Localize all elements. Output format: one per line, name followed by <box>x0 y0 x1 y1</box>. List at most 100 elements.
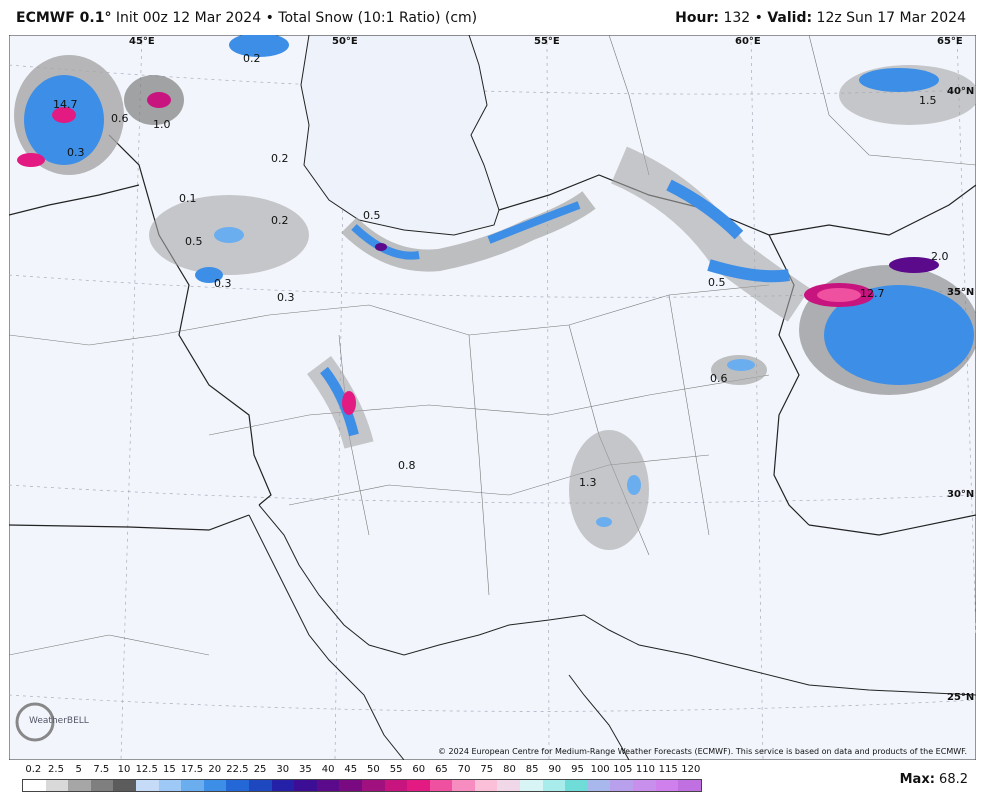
colorbar-label: 20 <box>208 764 222 775</box>
colorbar-labels: 0.2 2.5 5 7.5 10 12.5 15 17.5 20 22.5 25 30 35 40 45 50… <box>22 764 702 778</box>
point-label: 0.5 <box>185 235 203 248</box>
point-label: 0.2 <box>271 152 289 165</box>
colorbar-swatch <box>633 780 656 791</box>
colorbar-label: 90 <box>548 764 562 775</box>
map: 45°E 50°E 55°E 60°E 65°E 40°N 35°N 30°N … <box>9 35 976 760</box>
point-label: 0.2 <box>271 214 289 227</box>
colorbar-label: 35 <box>299 764 312 775</box>
colorbar-swatches <box>22 779 702 792</box>
colorbar-swatch <box>203 780 227 791</box>
lat-label: 25°N <box>947 692 974 703</box>
colorbar-label: 60 <box>412 764 426 775</box>
caspian-sea <box>300 35 500 236</box>
colorbar-label: 30 <box>276 764 290 775</box>
colorbar-swatch <box>565 780 588 791</box>
header: ECMWF 0.1° Init 00z 12 Mar 2024 • Total … <box>16 10 966 32</box>
colorbar-swatch <box>542 780 566 791</box>
init: Init 00z 12 Mar 2024 <box>115 10 262 26</box>
colorbar-label: 7.5 <box>93 764 110 775</box>
lat-label: 40°N <box>947 86 974 97</box>
point-label: 0.1 <box>179 192 197 205</box>
max-value: 68.2 <box>939 772 968 787</box>
lat-label: 30°N <box>947 489 974 500</box>
point-label: 0.3 <box>214 277 232 290</box>
logo-text: WeatherBELL <box>29 716 89 726</box>
colorbar-label: 100 <box>590 764 610 775</box>
hour: 132 <box>723 10 751 26</box>
lat-label: 35°N <box>947 287 974 298</box>
colorbar-swatch <box>407 780 430 791</box>
colorbar-label: 2.5 <box>48 764 64 775</box>
bullet: • <box>754 10 763 26</box>
valid: 12z Sun 17 Mar 2024 <box>816 10 966 26</box>
colorbar-label: 40 <box>321 764 335 775</box>
colorbar-label: 45 <box>344 764 358 775</box>
point-label: 0.6 <box>710 372 728 385</box>
colorbar-label: 5 <box>75 764 82 775</box>
longitude-labels: 45°E 50°E 55°E 60°E 65°E <box>129 36 963 47</box>
colorbar-label: 120 <box>681 764 701 775</box>
latitude-labels: 40°N 35°N 30°N 25°N <box>947 86 974 703</box>
point-label: 0.3 <box>67 146 85 159</box>
copyright: © 2024 European Centre for Medium-Range … <box>438 747 967 756</box>
colorbar-label: 17.5 <box>180 764 204 775</box>
colorbar-swatch <box>135 780 159 791</box>
colorbar-swatch <box>429 780 453 791</box>
colorbar-swatch <box>90 780 114 791</box>
colorbar-swatch <box>271 780 295 791</box>
model: ECMWF 0.1° <box>16 10 112 26</box>
point-label: 0.8 <box>398 459 416 472</box>
colorbar-label: 22.5 <box>226 764 249 775</box>
colorbar-swatch <box>316 780 340 791</box>
logo: WeatherBELL <box>15 702 89 742</box>
colorbar-swatch <box>474 780 498 791</box>
colorbar-swatch <box>226 780 249 791</box>
colorbar-swatch <box>520 780 543 791</box>
colorbar-swatch <box>248 780 272 791</box>
bullet: • <box>265 10 274 26</box>
colorbar-swatch <box>384 780 408 791</box>
colorbar-label: 25 <box>253 764 267 775</box>
colorbar-swatch <box>45 780 69 791</box>
colorbar-label: 80 <box>503 764 516 775</box>
colorbar-swatch <box>158 780 182 791</box>
colorbar-label: 15 <box>163 764 176 775</box>
point-label: 0.3 <box>277 291 295 304</box>
colorbar-swatch <box>181 780 204 791</box>
colorbar-swatch <box>497 780 521 791</box>
colorbar-label: 0.2 <box>25 764 42 775</box>
point-label: 1.5 <box>919 94 937 107</box>
colorbar-label: 10 <box>117 764 131 775</box>
point-label: 0.5 <box>363 209 381 222</box>
snow-field <box>14 35 976 550</box>
point-label: 12.7 <box>860 287 885 300</box>
point-label: 0.2 <box>243 52 261 65</box>
coast-north <box>258 504 976 696</box>
colorbar-swatch <box>610 780 634 791</box>
max: Max: 68.2 <box>900 772 968 787</box>
product: Total Snow (10:1 Ratio) (cm) <box>278 10 478 26</box>
colorbar-swatch <box>113 780 136 791</box>
point-labels: 0.2 14.7 0.6 1.0 0.3 0.2 0.1 0.2 0.5 0.5… <box>53 52 949 489</box>
header-left: ECMWF 0.1° Init 00z 12 Mar 2024 • Total … <box>16 10 477 26</box>
hour-label: Hour: <box>675 10 719 26</box>
lon-label: 55°E <box>534 36 560 47</box>
colorbar-swatch <box>452 780 475 791</box>
colorbar-label: 12.5 <box>135 764 158 775</box>
colorbar-label: 55 <box>389 764 403 775</box>
point-label: 1.3 <box>579 476 597 489</box>
colorbar-label: 50 <box>367 764 380 775</box>
colorbar-swatch <box>294 780 317 791</box>
point-label: 0.5 <box>708 276 726 289</box>
point-label: 1.0 <box>153 118 171 131</box>
coast-south <box>248 514 630 760</box>
colorbar-swatch <box>361 780 385 791</box>
colorbar-swatch <box>678 780 701 791</box>
point-label: 14.7 <box>53 98 78 111</box>
lon-label: 45°E <box>129 36 155 47</box>
colorbar-swatch <box>23 780 46 791</box>
lon-label: 50°E <box>332 36 358 47</box>
colorbar-label: 110 <box>635 764 656 775</box>
borders <box>9 134 976 536</box>
